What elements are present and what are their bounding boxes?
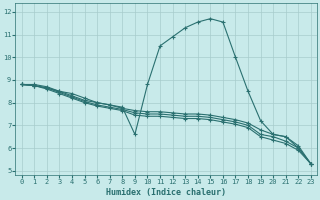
X-axis label: Humidex (Indice chaleur): Humidex (Indice chaleur) [106, 188, 226, 197]
